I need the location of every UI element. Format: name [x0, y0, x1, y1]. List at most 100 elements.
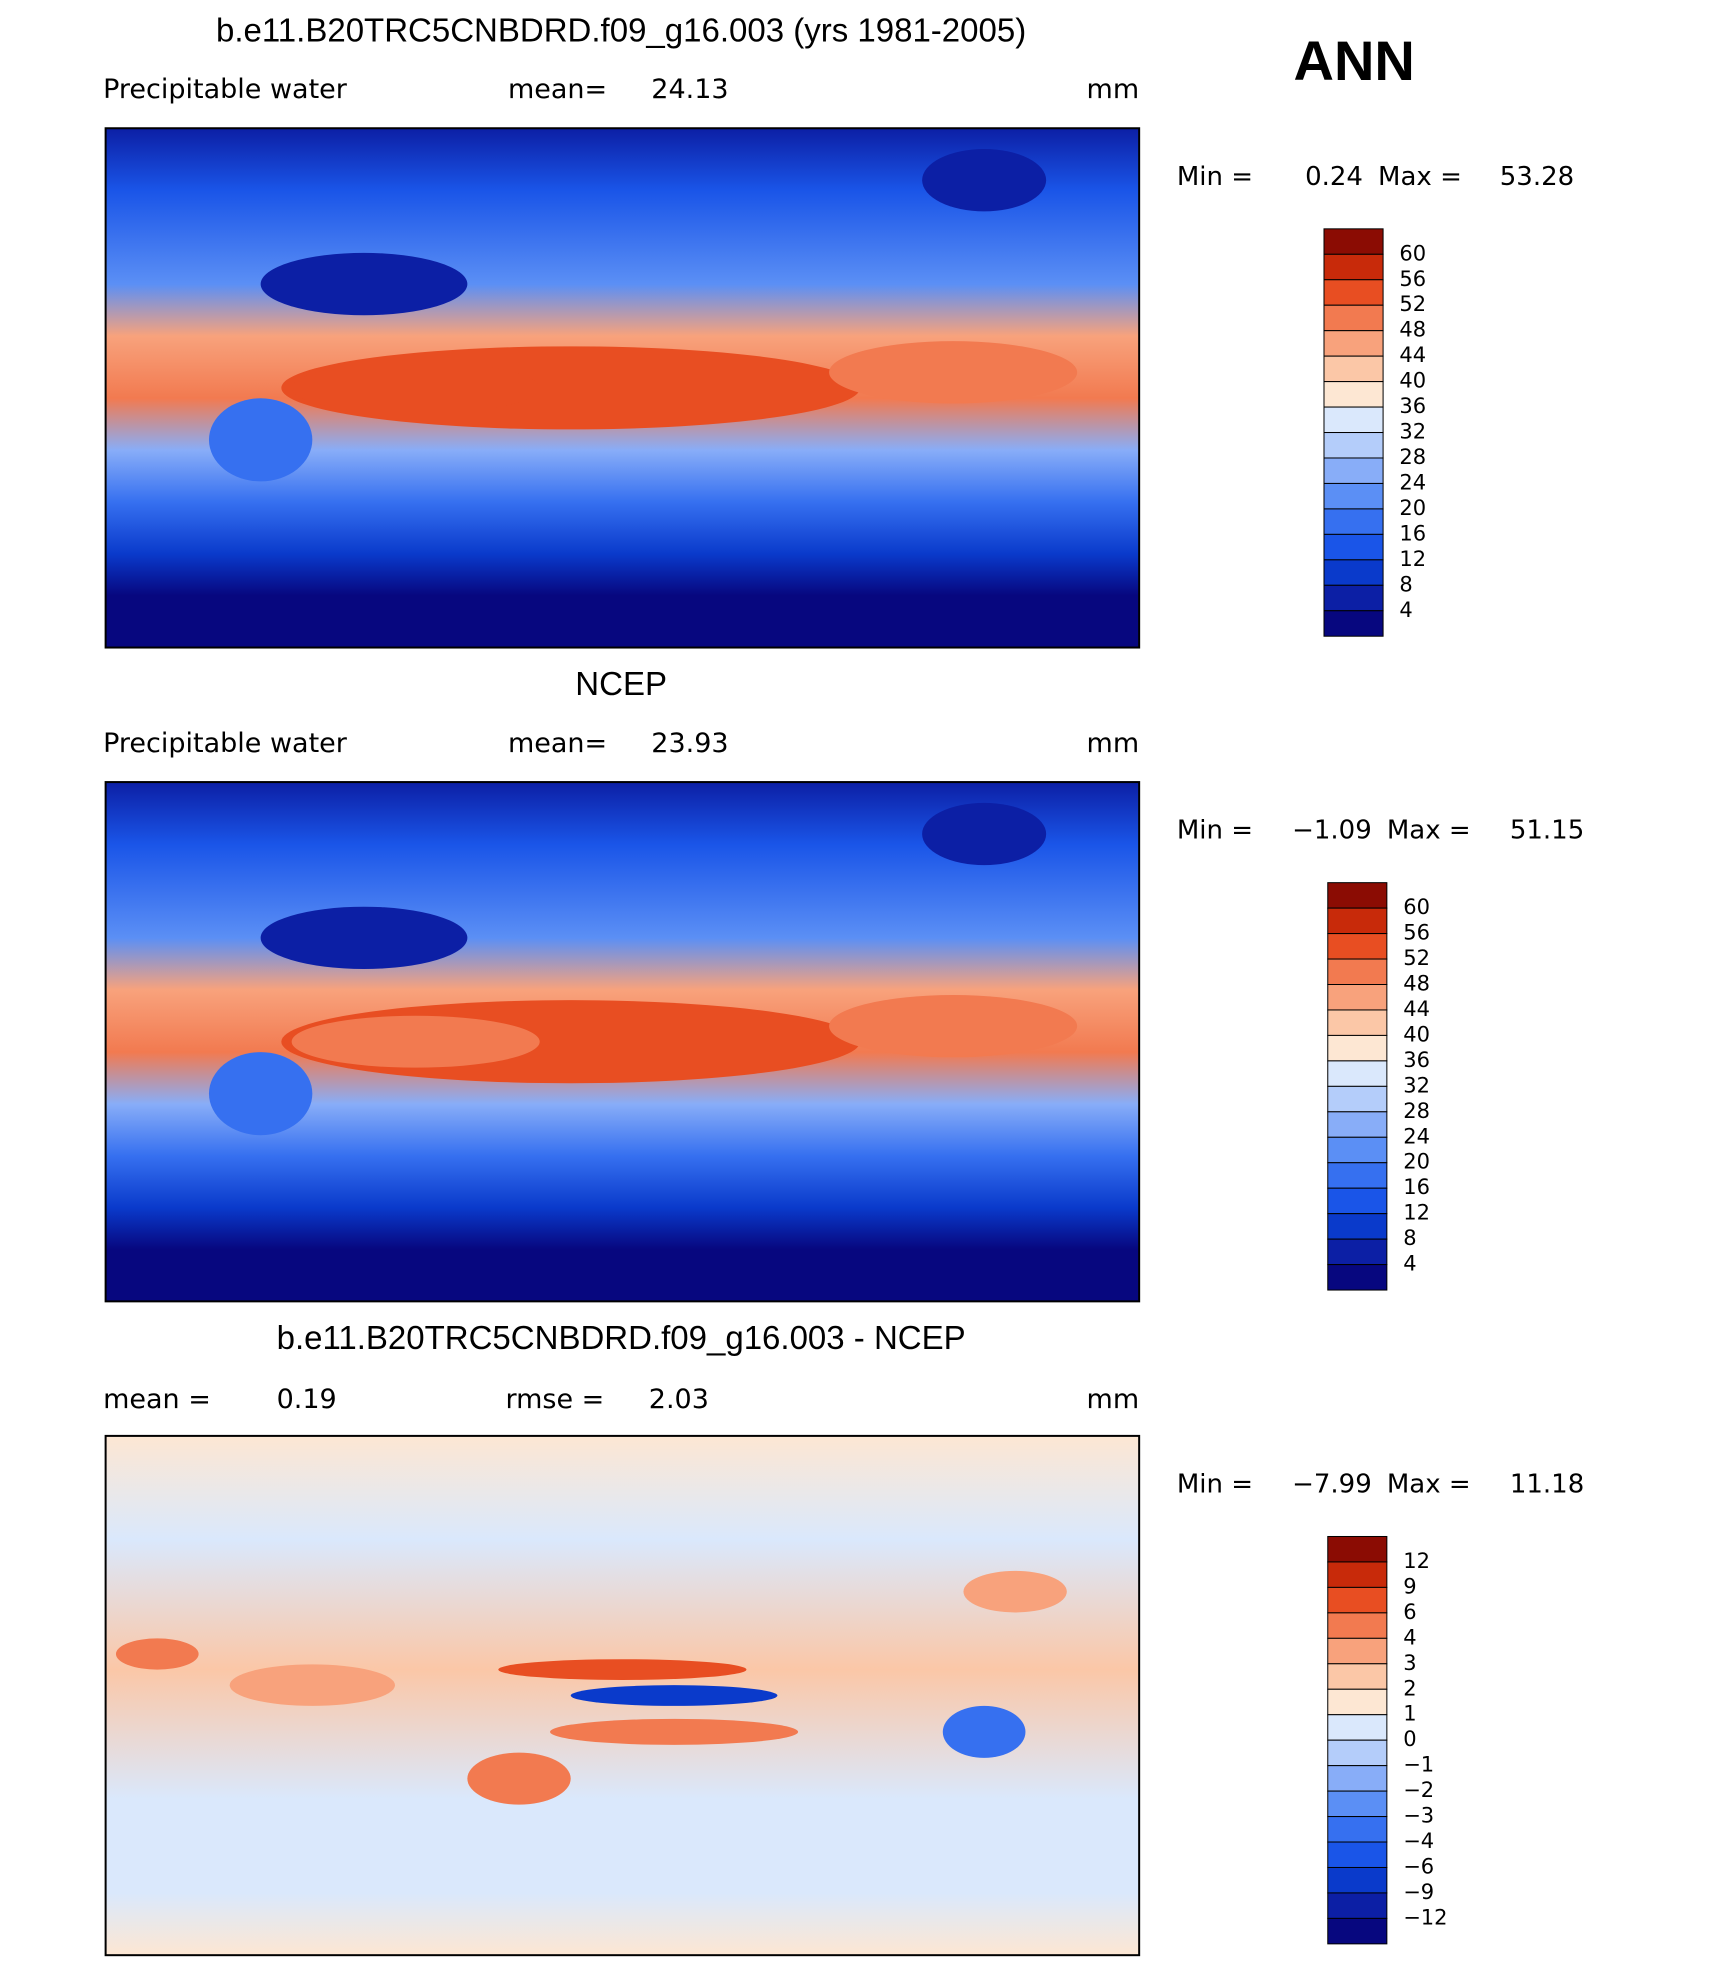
panel-title: b.e11.B20TRC5CNBDRD.f09_g16.003 (yrs 198… — [216, 11, 1026, 48]
colorbar-box — [1327, 1790, 1388, 1818]
colorbar-box — [1323, 584, 1384, 612]
colorbar-label: −2 — [1403, 1778, 1434, 1802]
colorbar-label: −3 — [1403, 1804, 1434, 1828]
map-region — [922, 149, 1047, 212]
colorbar-box — [1327, 1264, 1388, 1291]
colorbar-box — [1327, 1612, 1388, 1639]
max-label: Max = — [1378, 162, 1462, 192]
colorbar-label: 4 — [1399, 598, 1412, 622]
colorbar-label: −9 — [1403, 1880, 1434, 1904]
center-label: mean= — [508, 74, 607, 105]
colorbar-box — [1327, 1637, 1388, 1665]
map-region — [208, 398, 313, 482]
min-label: Min = — [1177, 1469, 1253, 1499]
max-value: 51.15 — [1510, 816, 1584, 846]
colorbar-label: 24 — [1403, 1124, 1430, 1148]
map-region — [260, 252, 468, 316]
left-label: Precipitable water — [103, 728, 348, 759]
max-label: Max = — [1387, 816, 1471, 846]
colorbar-box — [1327, 1162, 1388, 1189]
colorbar-box — [1327, 1034, 1388, 1062]
colorbar-box — [1327, 1586, 1388, 1614]
colorbar-box — [1327, 1009, 1388, 1036]
panel-title: b.e11.B20TRC5CNBDRD.f09_g16.003 - NCEP — [277, 1319, 966, 1356]
colorbar-label: 28 — [1403, 1099, 1430, 1123]
colorbar-box — [1323, 533, 1384, 561]
map — [105, 782, 1140, 1302]
map-region — [208, 1052, 313, 1136]
center-label: 23.93 — [651, 728, 728, 759]
colorbar-box — [1323, 228, 1384, 255]
map-region — [570, 1685, 778, 1706]
center-label: mean= — [508, 728, 607, 759]
map-region — [498, 1659, 747, 1680]
colorbar-box — [1323, 508, 1384, 535]
panel: NCEP Precipitable water mean= 23.93 mm Min = −… — [103, 665, 1584, 1303]
colorbar-label: 8 — [1399, 572, 1412, 596]
map-region — [291, 361, 540, 414]
colorbar-box — [1323, 253, 1384, 281]
map — [105, 128, 1140, 648]
colorbar-box — [1323, 482, 1384, 510]
colorbar-label: 16 — [1403, 1175, 1430, 1199]
min-value: 0.24 — [1305, 162, 1363, 192]
colorbar-label: −6 — [1403, 1854, 1434, 1878]
colorbar-box — [1327, 1187, 1388, 1215]
colorbar-label: 12 — [1399, 547, 1426, 571]
map-region — [922, 802, 1047, 866]
colorbar-label: 20 — [1403, 1150, 1430, 1174]
colorbar-label: −12 — [1403, 1905, 1447, 1929]
max-value: 11.18 — [1510, 1469, 1584, 1499]
map — [105, 1435, 1140, 1956]
map-frame — [104, 781, 1141, 1303]
colorbar-box — [1327, 882, 1388, 909]
min-label: Min = — [1177, 816, 1253, 846]
colorbar-box — [1323, 381, 1384, 408]
colorbar-box — [1323, 559, 1384, 586]
colorbar-label: 36 — [1399, 394, 1426, 418]
map-region — [550, 1718, 799, 1745]
colorbar-label: 16 — [1399, 521, 1426, 545]
panel: b.e11.B20TRC5CNBDRD.f09_g16.003 (yrs 198… — [103, 11, 1574, 649]
map-region — [829, 341, 1078, 404]
colorbar-box — [1323, 304, 1384, 332]
left-label: Precipitable water — [103, 74, 348, 105]
colorbar-label: 52 — [1403, 946, 1430, 970]
colorbar-box — [1323, 457, 1384, 484]
map-region — [829, 994, 1078, 1058]
left-label: mean = — [103, 1384, 211, 1415]
colorbar-label: 12 — [1403, 1549, 1430, 1573]
max-label: Max = — [1387, 1469, 1471, 1499]
max-value: 53.28 — [1500, 162, 1574, 192]
colorbar-label: 40 — [1403, 1022, 1430, 1046]
map-region — [260, 906, 468, 970]
colorbar-label: 44 — [1399, 343, 1426, 367]
panel-title: NCEP — [575, 665, 667, 702]
colorbar-box — [1327, 1111, 1388, 1138]
colorbar-label: 9 — [1403, 1574, 1416, 1598]
colorbar-label: 2 — [1403, 1676, 1416, 1700]
colorbar-box — [1327, 1714, 1388, 1741]
colorbar-label: 4 — [1403, 1252, 1416, 1276]
colorbar-box — [1327, 1841, 1388, 1868]
map-frame — [104, 127, 1141, 649]
colorbar-box — [1327, 1739, 1388, 1767]
colorbar-label: 60 — [1403, 895, 1430, 919]
colorbar-label: 32 — [1399, 420, 1426, 444]
colorbar-box — [1327, 984, 1388, 1011]
colorbar-label: 52 — [1399, 292, 1426, 316]
colorbar-box — [1327, 1085, 1388, 1113]
map-region — [467, 1752, 571, 1805]
colorbar-label: 6 — [1403, 1600, 1416, 1624]
colorbar-label: 12 — [1403, 1201, 1430, 1225]
units-label: mm — [1087, 1384, 1140, 1415]
colorbar-box — [1327, 1213, 1388, 1240]
map-region — [115, 1638, 199, 1670]
colorbar-label: 56 — [1399, 267, 1426, 291]
colorbar-box — [1327, 1238, 1388, 1266]
colorbar-box — [1327, 1892, 1388, 1919]
colorbar-box — [1323, 406, 1384, 434]
panel: b.e11.B20TRC5CNBDRD.f09_g16.003 - NCEP me… — [103, 1319, 1584, 1957]
colorbar-box — [1327, 907, 1388, 935]
